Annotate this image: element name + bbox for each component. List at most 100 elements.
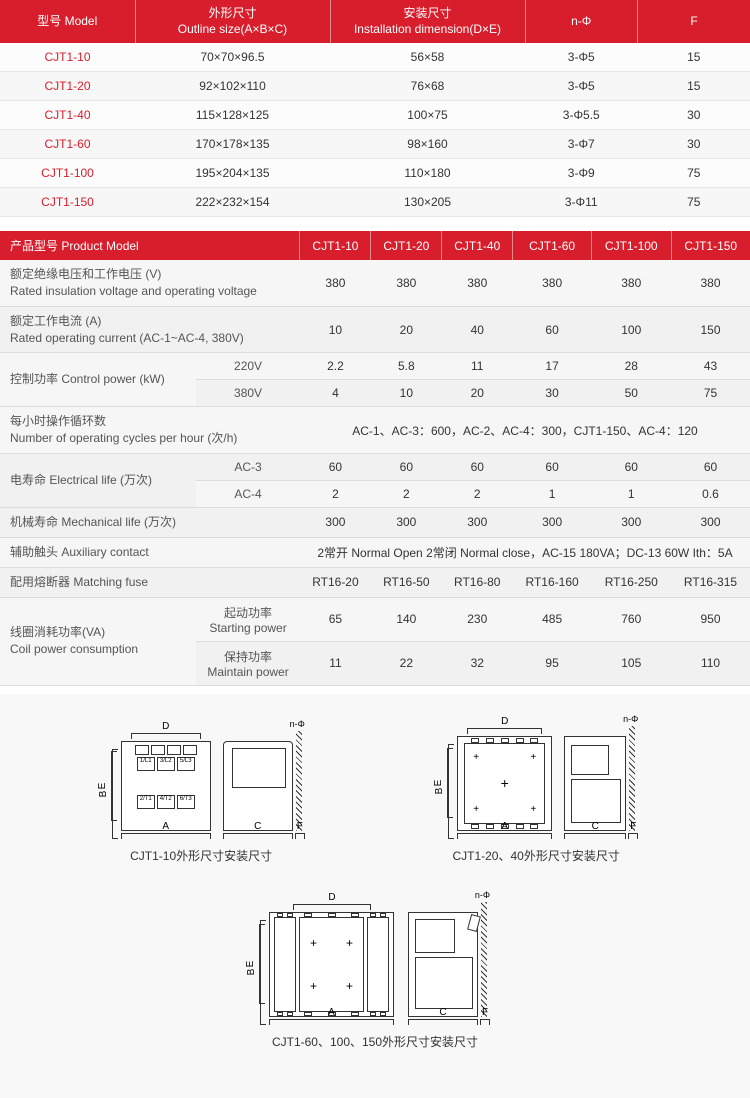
col-m5: CJT1-150 xyxy=(671,231,750,260)
col-install: 安装尺寸Installation dimension(D×E) xyxy=(330,0,525,43)
value-cell: 65 xyxy=(300,597,371,641)
row-label: 每小时操作循环数Number of operating cycles per h… xyxy=(0,407,300,454)
row-sublabel: 380V xyxy=(196,380,300,407)
col-m4: CJT1-100 xyxy=(592,231,672,260)
value-cell: 300 xyxy=(300,507,371,537)
value-cell: 20 xyxy=(371,306,442,353)
col-m0: CJT1-10 xyxy=(300,231,371,260)
diagram-cjt1-10: 1/L13/L25/L3 2/T14/T26/T3 n-Φ xyxy=(112,714,305,839)
dimension-diagrams-section: 1/L13/L25/L3 2/T14/T26/T3 n-Φ xyxy=(0,694,750,1098)
row-sublabel: 起动功率Starting power xyxy=(196,597,300,641)
value-cell: 50 xyxy=(592,380,672,407)
value-cell: 230 xyxy=(442,597,513,641)
value-cell: 380 xyxy=(592,260,672,306)
value-cell: 105 xyxy=(592,641,672,685)
table-cell: 3-Φ9 xyxy=(525,159,638,188)
value-cell: RT16-315 xyxy=(671,567,750,597)
value-cell: RT16-50 xyxy=(371,567,442,597)
row-label: 机械寿命 Mechanical life (万次) xyxy=(0,507,300,537)
row-label: 电寿命 Electrical life (万次) xyxy=(0,453,196,507)
table-cell: 98×160 xyxy=(330,130,525,159)
value-cell: 140 xyxy=(371,597,442,641)
value-cell: 30 xyxy=(513,380,592,407)
value-cell: 60 xyxy=(592,453,672,480)
table-row: 配用熔断器 Matching fuseRT16-20RT16-50RT16-80… xyxy=(0,567,750,597)
table-row: 额定绝缘电压和工作电压 (V)Rated insulation voltage … xyxy=(0,260,750,306)
table-cell: 3-Φ7 xyxy=(525,130,638,159)
table-row: 电寿命 Electrical life (万次)AC-3606060606060 xyxy=(0,453,750,480)
table-cell: 3-Φ5 xyxy=(525,43,638,72)
col-product-model: 产品型号 Product Model xyxy=(0,231,300,260)
value-cell: 60 xyxy=(371,453,442,480)
table-cell: 170×178×135 xyxy=(135,130,330,159)
table-row: 机械寿命 Mechanical life (万次)300300300300300… xyxy=(0,507,750,537)
col-f: F xyxy=(638,0,750,43)
value-cell: 11 xyxy=(300,641,371,685)
row-label: 配用熔断器 Matching fuse xyxy=(0,567,300,597)
value-cell: 100 xyxy=(592,306,672,353)
table-row: CJT1-150222×232×154130×2053-Φ1175 xyxy=(0,188,750,217)
value-cell: 60 xyxy=(513,453,592,480)
table-row: 额定工作电流 (A)Rated operating current (AC-1~… xyxy=(0,306,750,353)
value-cell: 40 xyxy=(442,306,513,353)
row-sublabel: AC-3 xyxy=(196,453,300,480)
value-cell: 17 xyxy=(513,353,592,380)
table-cell: 110×180 xyxy=(330,159,525,188)
row-label: 辅助触头 Auxiliary contact xyxy=(0,537,300,567)
value-cell: RT16-250 xyxy=(592,567,672,597)
table-cell: CJT1-10 xyxy=(0,43,135,72)
table-cell: 70×70×96.5 xyxy=(135,43,330,72)
table-row: CJT1-60170×178×13598×1603-Φ730 xyxy=(0,130,750,159)
row-sublabel: 220V xyxy=(196,353,300,380)
value-cell: 28 xyxy=(592,353,672,380)
row-label: 线圈消耗功率(VA)Coil power consumption xyxy=(0,597,196,685)
table-cell: 130×205 xyxy=(330,188,525,217)
table-header-row: 型号 Model 外形尺寸Outline size(A×B×C) 安装尺寸Ins… xyxy=(0,0,750,43)
value-cell: 380 xyxy=(371,260,442,306)
value-cell: 11 xyxy=(442,353,513,380)
value-cell: 60 xyxy=(513,306,592,353)
table-cell: 75 xyxy=(638,188,750,217)
col-outline: 外形尺寸Outline size(A×B×C) xyxy=(135,0,330,43)
value-cell: 300 xyxy=(513,507,592,537)
value-cell: 20 xyxy=(442,380,513,407)
table-cell: 30 xyxy=(638,130,750,159)
hole-label: n-Φ xyxy=(223,719,305,729)
table-cell: 3-Φ5.5 xyxy=(525,101,638,130)
table-row: 线圈消耗功率(VA)Coil power consumption起动功率Star… xyxy=(0,597,750,641)
value-cell: 300 xyxy=(592,507,672,537)
table-cell: CJT1-60 xyxy=(0,130,135,159)
table-row: 每小时操作循环数Number of operating cycles per h… xyxy=(0,407,750,454)
col-model: 型号 Model xyxy=(0,0,135,43)
value-cell: 22 xyxy=(371,641,442,685)
table-cell: 115×128×125 xyxy=(135,101,330,130)
value-cell: 2 xyxy=(442,480,513,507)
table-cell: 92×102×110 xyxy=(135,72,330,101)
table-row: CJT1-2092×102×11076×683-Φ515 xyxy=(0,72,750,101)
table-cell: 195×204×135 xyxy=(135,159,330,188)
table-row: 辅助触头 Auxiliary contact2常开 Normal Open 2常… xyxy=(0,537,750,567)
value-cell: 43 xyxy=(671,353,750,380)
value-cell: 0.6 xyxy=(671,480,750,507)
row-label: 额定绝缘电压和工作电压 (V)Rated insulation voltage … xyxy=(0,260,300,306)
table-cell: CJT1-20 xyxy=(0,72,135,101)
col-m1: CJT1-20 xyxy=(371,231,442,260)
diagram-row-2: + + + + xyxy=(40,890,710,1025)
diagram-row-1: 1/L13/L25/L3 2/T14/T26/T3 n-Φ xyxy=(40,714,710,839)
table-cell: CJT1-40 xyxy=(0,101,135,130)
value-cell: 10 xyxy=(371,380,442,407)
value-cell: 380 xyxy=(442,260,513,306)
table-cell: 75 xyxy=(638,159,750,188)
diagram-caption-2: CJT1-20、40外形尺寸安装尺寸 xyxy=(452,847,619,864)
outline-dimensions-table: 型号 Model 外形尺寸Outline size(A×B×C) 安装尺寸Ins… xyxy=(0,0,750,217)
value-cell: 485 xyxy=(513,597,592,641)
table-row: 控制功率 Control power (kW)220V2.25.81117284… xyxy=(0,353,750,380)
diagram-cjt1-20-40: + + + + + n-Φ xyxy=(448,714,638,839)
hole-label: n-Φ xyxy=(408,890,490,900)
table-cell: 56×58 xyxy=(330,43,525,72)
row-label: 额定工作电流 (A)Rated operating current (AC-1~… xyxy=(0,306,300,353)
value-cell: RT16-20 xyxy=(300,567,371,597)
hole-label: n-Φ xyxy=(564,714,638,724)
table-cell: CJT1-100 xyxy=(0,159,135,188)
value-cell: 1 xyxy=(513,480,592,507)
